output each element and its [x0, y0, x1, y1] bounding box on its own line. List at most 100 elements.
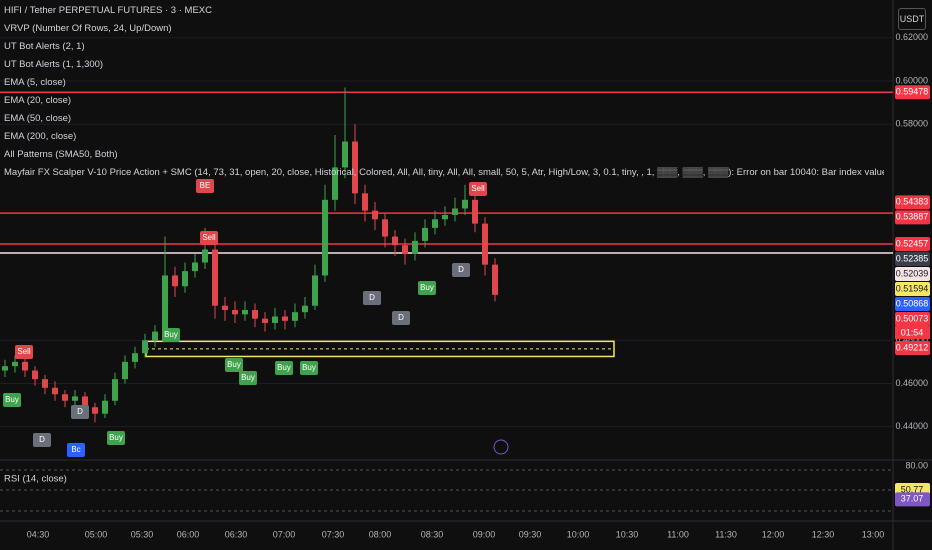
candle-body — [2, 366, 8, 371]
x-tick-label: 11:00 — [667, 529, 689, 539]
candle-body — [392, 236, 398, 246]
event-icon[interactable] — [493, 439, 509, 455]
currency-button[interactable]: USDT — [898, 8, 926, 30]
countdown-tag — [895, 325, 930, 339]
candle-body — [242, 310, 248, 315]
signal-label — [67, 443, 85, 457]
candle-body — [172, 275, 178, 287]
price-tag-label: 0.52385 — [896, 253, 929, 263]
price-tag — [895, 251, 930, 266]
price-tag — [895, 296, 930, 311]
candle-body — [162, 275, 168, 332]
rsi-tag-label: 50.77 — [901, 484, 924, 494]
candle-body — [82, 396, 88, 408]
candle-body — [322, 199, 328, 276]
candle-body — [402, 245, 408, 254]
candle-body — [452, 208, 458, 215]
rsi-tag — [895, 492, 930, 507]
countdown: 01:54 — [901, 327, 924, 337]
signal-label — [162, 328, 180, 342]
price-tag — [895, 266, 930, 281]
rsi-tag-label: 37.07 — [901, 494, 924, 504]
signal-text: Buy — [277, 363, 291, 372]
signal-text: Buy — [109, 433, 123, 442]
signal-text: Sell — [17, 347, 31, 356]
signal-text: D — [369, 293, 375, 302]
x-tick-label: 06:00 — [177, 529, 200, 539]
signal-label — [196, 179, 214, 193]
x-tick-label: 07:00 — [273, 529, 296, 539]
price-tag-label: 0.52457 — [896, 238, 929, 248]
candle-body — [332, 167, 338, 200]
signal-text: BE — [200, 181, 211, 190]
signal-text: D — [39, 435, 45, 444]
candle-body — [122, 361, 128, 380]
rsi-title: RSI (14, close) — [4, 474, 67, 485]
candle-body — [12, 361, 18, 367]
signal-label — [300, 361, 318, 375]
signal-label — [71, 405, 89, 419]
price-tag-label: 0.53887 — [896, 212, 929, 222]
candle-body — [472, 199, 478, 224]
price-tag — [895, 311, 930, 326]
candle-body — [382, 219, 388, 237]
price-tag-label: 0.59478 — [896, 87, 929, 97]
candle-body — [182, 271, 188, 287]
signal-label — [275, 361, 293, 375]
candle-body — [432, 219, 438, 228]
x-tick-label: 05:30 — [131, 529, 154, 539]
x-tick-label: 12:30 — [812, 529, 835, 539]
candle-body — [22, 361, 28, 371]
price-tag-label: 0.50868 — [896, 298, 929, 308]
candle-body — [252, 310, 258, 319]
signal-label — [107, 431, 125, 445]
x-tick-label: 13:00 — [862, 529, 885, 539]
signal-label — [452, 263, 470, 277]
price-tag-label: 0.52039 — [896, 268, 929, 278]
candle-body — [302, 305, 308, 313]
signal-label — [418, 281, 436, 295]
candle-body — [232, 310, 238, 315]
signal-label — [239, 371, 257, 385]
price-tag — [895, 85, 930, 100]
candle-body — [492, 264, 498, 295]
candle-body — [142, 340, 148, 354]
signal-text: D — [77, 407, 83, 416]
x-tick-label: 08:30 — [421, 529, 444, 539]
signal-label — [200, 231, 218, 245]
signal-text: Buy — [420, 283, 434, 292]
candle-body — [52, 387, 58, 395]
candle-body — [422, 227, 428, 241]
x-tick-label: 09:30 — [519, 529, 542, 539]
signal-label — [3, 393, 21, 407]
price-tag-label: 0.51594 — [896, 283, 929, 293]
x-tick-label: 06:30 — [225, 529, 248, 539]
candle-body — [92, 407, 98, 414]
candle-body — [222, 305, 228, 311]
price-tag — [895, 210, 930, 225]
price-tag-label: 0.49212 — [896, 342, 929, 352]
signal-text: Buy — [302, 363, 316, 372]
x-tick-label: 10:00 — [567, 529, 590, 539]
price-tag-label: 0.54383 — [896, 197, 929, 207]
price-tag — [895, 195, 930, 210]
signal-text: Buy — [227, 360, 241, 369]
candle-body — [152, 331, 158, 341]
x-tick-label: 04:30 — [27, 529, 50, 539]
price-tag — [895, 236, 930, 251]
candle-body — [132, 353, 138, 362]
signal-label — [469, 182, 487, 196]
signal-text: Buy — [241, 373, 255, 382]
x-tick-label: 07:30 — [322, 529, 345, 539]
candle-body — [202, 249, 208, 263]
y-tick-label: 0.62000 — [895, 32, 928, 42]
candle-body — [62, 394, 68, 401]
x-tick-label: 12:00 — [762, 529, 785, 539]
candle-body — [372, 210, 378, 220]
y-tick-label: 0.58000 — [895, 119, 928, 129]
candle-body — [462, 199, 468, 209]
signal-label — [15, 345, 33, 359]
candle-body — [42, 379, 48, 388]
y-tick-label: 0.60000 — [895, 75, 928, 85]
